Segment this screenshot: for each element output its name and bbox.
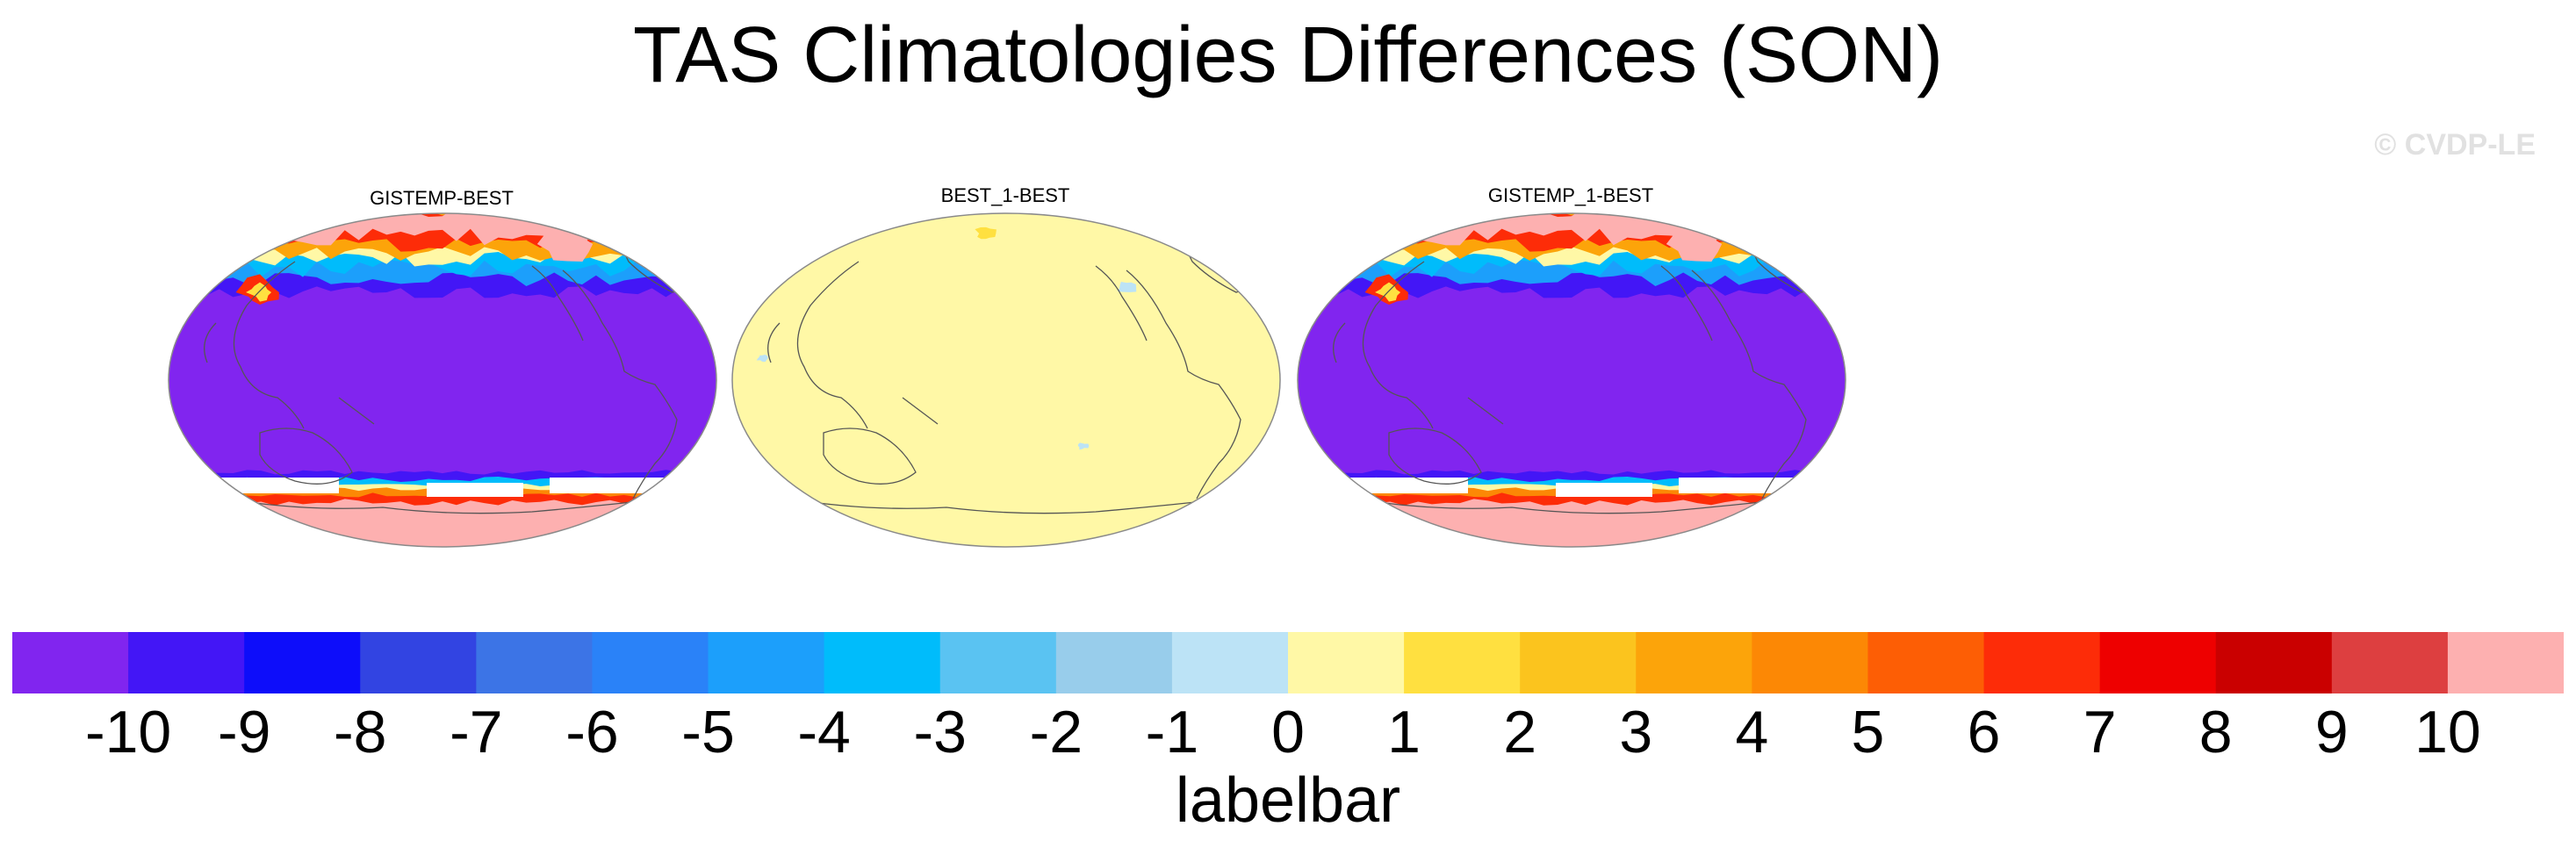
- panel-title-3: GISTEMP_1-BEST: [1487, 184, 1654, 206]
- colorbar-box: [476, 632, 593, 693]
- coastline: [224, 498, 665, 514]
- page-title: TAS Climatologies Differences (SON): [632, 11, 1944, 99]
- panel-title-1: GISTEMP-BEST: [370, 187, 514, 209]
- colorbar-tick-label: 4: [1735, 699, 1769, 765]
- colorbar-box: [128, 632, 245, 693]
- colorbar-box: [824, 632, 941, 693]
- colorbar-tick-label: 3: [1619, 699, 1653, 765]
- map-border: [731, 212, 1281, 548]
- map-border: [1297, 212, 1846, 548]
- colorbar-box: [2447, 632, 2564, 693]
- colorbar-box: [939, 632, 1057, 693]
- map-missing-data: [198, 478, 339, 493]
- coastline: [531, 265, 584, 341]
- colorbar-tick-label: -4: [797, 699, 851, 765]
- colorbar-box: [1636, 632, 1752, 693]
- colorbar-tick-label: 5: [1851, 699, 1885, 765]
- colorbar-box: [244, 632, 361, 693]
- colorbar: [12, 632, 2564, 693]
- colorbar-box: [2331, 632, 2449, 693]
- coastline: [788, 498, 1228, 514]
- map-missing-data: [550, 478, 673, 493]
- watermark: © CVDP-LE: [2374, 128, 2536, 162]
- coastline: [1660, 265, 1713, 341]
- colorbar-box: [708, 632, 825, 693]
- colorbar-tick-label: 10: [2414, 699, 2481, 765]
- map-field-band: [169, 499, 716, 547]
- colorbar-tick-label: -6: [565, 699, 619, 765]
- colorbar-tick-label: 8: [2198, 699, 2233, 765]
- colorbar-box: [1983, 632, 2101, 693]
- colorbar-tick-label: 9: [2314, 699, 2349, 765]
- coastline: [823, 428, 917, 485]
- colorbar-box: [592, 632, 709, 693]
- coastline: [1388, 428, 1482, 485]
- map-border: [168, 212, 717, 548]
- map-field-patch: [756, 355, 768, 363]
- colorbar-tick-label: 6: [1967, 699, 2001, 765]
- colorbar-tick-label: -5: [681, 699, 735, 765]
- map-panel-gistemp1-best: [1297, 212, 1846, 548]
- colorbar-tick-label: -2: [1029, 699, 1083, 765]
- coastline: [767, 322, 781, 363]
- map-panel-best1-best: [731, 212, 1281, 548]
- coastline: [1126, 269, 1241, 499]
- colorbar-tick-label: -3: [913, 699, 967, 765]
- colorbar-tick-label: -9: [217, 699, 271, 765]
- coastline: [1467, 397, 1504, 425]
- colorbar-box: [1867, 632, 1985, 693]
- colorbar-tick-label: 1: [1387, 699, 1421, 765]
- coastline: [562, 269, 678, 499]
- map-field-patch: [1117, 281, 1137, 292]
- colorbar-box: [360, 632, 477, 693]
- map-missing-data: [1556, 483, 1652, 497]
- map-field: [732, 213, 1280, 547]
- colorbar-box: [1520, 632, 1637, 693]
- colorbar-tick-label: -8: [334, 699, 387, 765]
- map-field-patch: [975, 226, 997, 240]
- map-missing-data: [427, 483, 523, 497]
- panel-title-2: BEST_1-BEST: [940, 184, 1070, 206]
- coastline: [259, 428, 353, 485]
- coastline: [233, 261, 305, 429]
- coastline: [1353, 498, 1794, 514]
- coastline: [1095, 265, 1148, 341]
- colorbar-tick-label: 7: [2083, 699, 2117, 765]
- colorbar-tick-label: -7: [450, 699, 503, 765]
- colorbar-tick-label: 0: [1271, 699, 1305, 765]
- colorbar-box: [1752, 632, 1868, 693]
- colorbar-tick-label: -10: [84, 699, 172, 765]
- colorbar-box: [2099, 632, 2217, 693]
- map-field-band: [1298, 499, 1846, 547]
- map-missing-data: [1679, 478, 1802, 493]
- colorbar-box: [1288, 632, 1405, 693]
- map-field-patch: [1077, 442, 1090, 450]
- coastline: [204, 322, 217, 363]
- colorbar-box: [1404, 632, 1521, 693]
- map-missing-data: [1328, 478, 1468, 493]
- colorbar-box: [1055, 632, 1173, 693]
- coastline: [796, 261, 868, 429]
- colorbar-box: [1171, 632, 1289, 693]
- coastline: [1362, 261, 1434, 429]
- colorbar-box: [2215, 632, 2333, 693]
- colorbar-tick-label: -1: [1145, 699, 1199, 765]
- colorbar-tick-label: 2: [1503, 699, 1537, 765]
- map-panel-gistemp-best: [168, 212, 717, 548]
- coastline: [338, 397, 375, 425]
- colorbar-box: [12, 632, 129, 693]
- coastline: [902, 397, 939, 425]
- coastline: [1333, 322, 1346, 363]
- coastline: [1691, 269, 1807, 499]
- colorbar-title: labelbar: [1175, 765, 1401, 836]
